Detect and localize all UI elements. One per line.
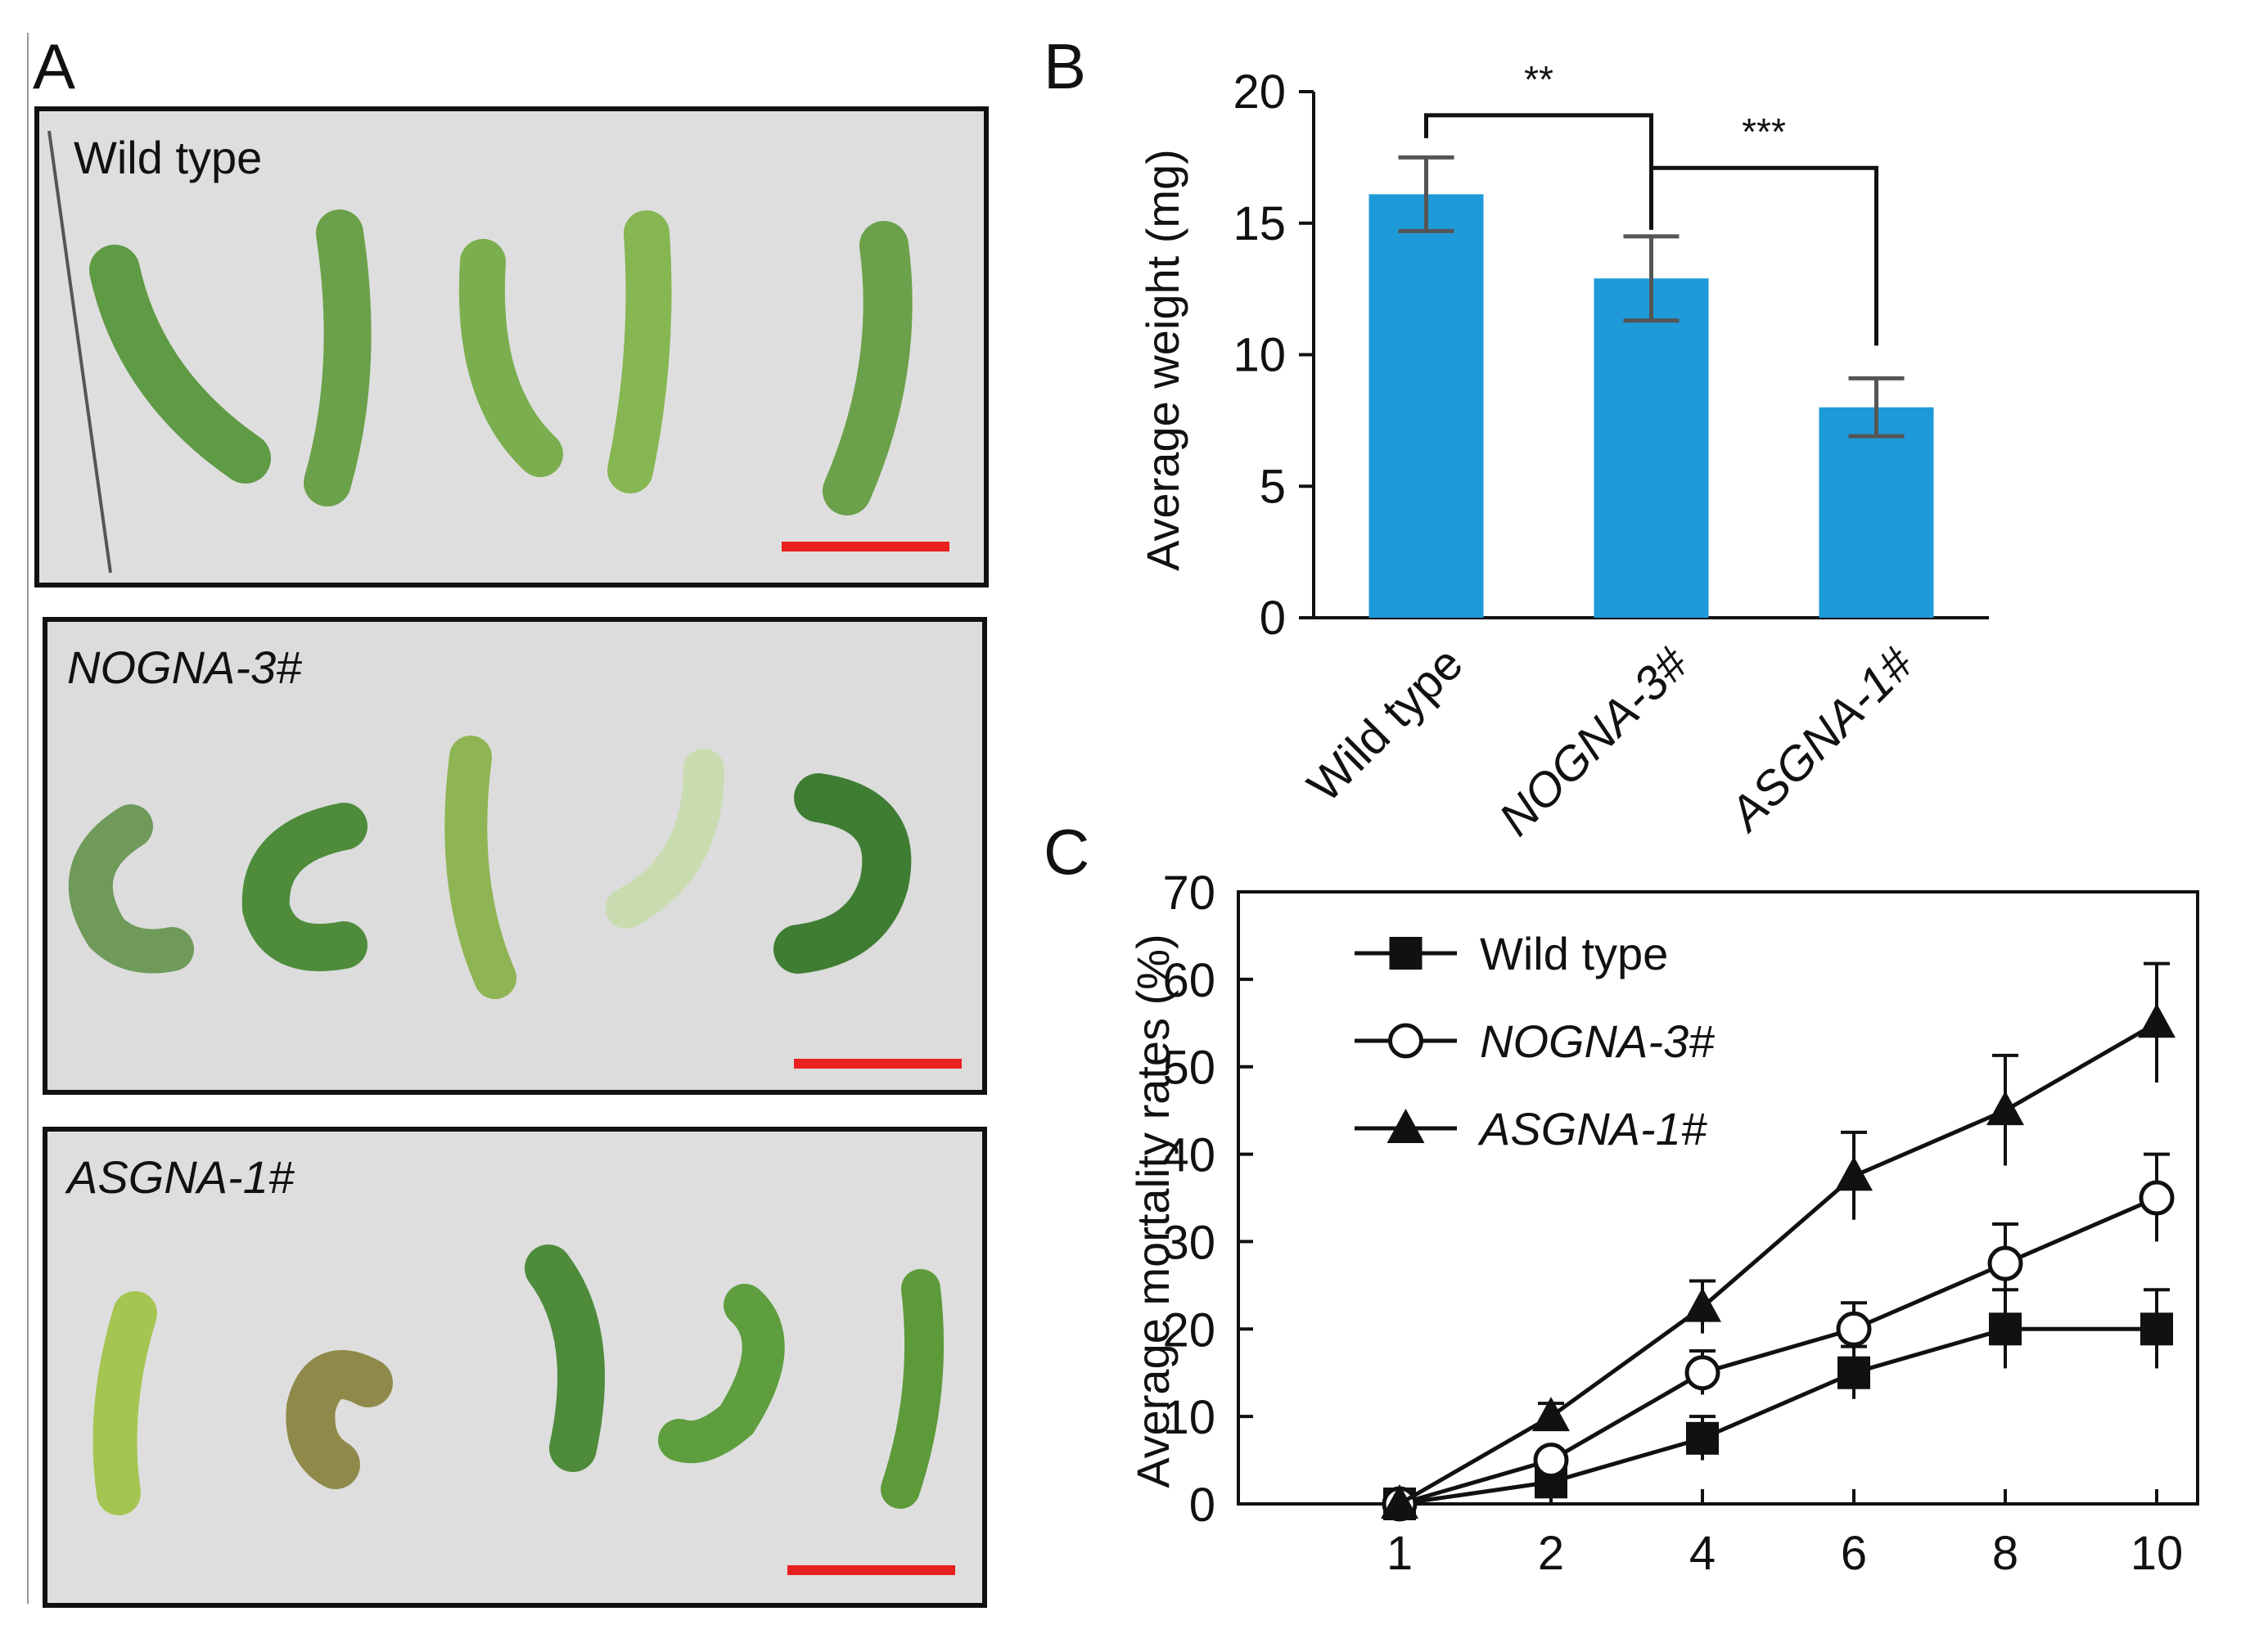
photo-label-nogna-3: NOGNA-3# <box>67 641 302 693</box>
marker-square <box>1989 1312 2022 1346</box>
marker-circle <box>2139 1180 2175 1216</box>
significance-label: *** <box>1742 110 1786 153</box>
x-category-label: ASGNA-1# <box>1718 637 1923 842</box>
series-square <box>1383 1288 2173 1520</box>
photo-label-asgna-1: ASGNA-1# <box>65 1151 295 1203</box>
plot-frame <box>1237 890 2199 1506</box>
y-tick-label: 60 <box>1162 954 1215 1007</box>
bar <box>1368 194 1484 618</box>
marker-triangle <box>1387 1109 1425 1143</box>
photo-asgna-1: ASGNA-1# <box>43 1127 987 1608</box>
x-category-label: Wild type <box>1297 637 1473 812</box>
marker-triangle <box>1684 1287 1721 1322</box>
y-axis-title: Average mortality rates (%) <box>1127 934 1179 1488</box>
panel-letter-b: B <box>1044 30 1086 102</box>
x-tick-label: 8 <box>1992 1527 2018 1580</box>
larva-group-3 <box>92 1245 945 1515</box>
x-tick-label: 4 <box>1689 1527 1716 1580</box>
y-tick-label: 40 <box>1162 1129 1215 1182</box>
y-tick-label: 10 <box>1162 1391 1215 1444</box>
photo-label-wild-type: Wild type <box>74 132 262 183</box>
legend-label: Wild type <box>1480 928 1668 979</box>
marker-triangle <box>1532 1397 1570 1432</box>
photo-nogna-3: NOGNA-3# <box>43 617 987 1095</box>
legend-label: NOGNA-3# <box>1480 1015 1715 1067</box>
marker-triangle <box>2138 1003 2176 1038</box>
series-triangle <box>1381 961 2176 1519</box>
panel-letter-a: A <box>33 30 75 102</box>
marker-square <box>2140 1312 2173 1346</box>
marker-square <box>1686 1421 1719 1455</box>
y-tick-label: 0 <box>1189 1479 1215 1532</box>
x-tick-label: 10 <box>2130 1527 2184 1580</box>
y-tick-label: 20 <box>1233 65 1286 119</box>
marker-triangle <box>1986 1091 2024 1126</box>
marker-circle <box>1836 1311 1872 1347</box>
marker-circle <box>1684 1355 1720 1391</box>
series-circle <box>1382 1152 2175 1522</box>
bar <box>1819 407 1934 618</box>
marker-circle <box>1987 1245 2023 1281</box>
y-tick-label: 70 <box>1162 867 1215 920</box>
series-line <box>1398 1021 2158 1506</box>
y-tick-label: 10 <box>1233 329 1286 382</box>
y-tick-label: 30 <box>1162 1216 1215 1269</box>
series-line <box>1399 1326 2157 1506</box>
larva-group-1 <box>89 209 913 515</box>
legend: Wild type NOGNA-3# ASGNA-1# <box>1355 928 1715 1155</box>
panel-letter-c: C <box>1044 816 1089 888</box>
marker-square <box>1837 1356 1870 1389</box>
x-tick-label: 1 <box>1387 1527 1413 1580</box>
x-category-label: NOGNA-3# <box>1489 637 1698 846</box>
y-tick-label: 20 <box>1162 1303 1215 1357</box>
bar <box>1594 278 1709 618</box>
x-tick-label: 6 <box>1841 1527 1867 1580</box>
marker-triangle <box>1381 1484 1418 1519</box>
series-line <box>1399 1195 2158 1506</box>
marker-square <box>1389 937 1423 970</box>
legend-label: ASGNA-1# <box>1477 1103 1707 1155</box>
y-tick-label: 0 <box>1260 592 1286 645</box>
marker-circle <box>1533 1443 1569 1479</box>
y-axis-title: Average weight (mg) <box>1137 149 1188 571</box>
significance-bracket <box>1649 165 1878 346</box>
line-chart-mortality: 0 10 20 30 40 50 60 70 1 2 4 6 8 10 Wild type NOGNA-3# A… <box>1127 867 2199 1580</box>
larva-group-2 <box>68 736 912 999</box>
x-tick-label: 2 <box>1538 1527 1564 1580</box>
significance-label: ** <box>1524 58 1553 101</box>
y-tick-label: 5 <box>1260 460 1286 513</box>
marker-circle <box>1388 1023 1423 1059</box>
y-tick-label: 15 <box>1233 197 1286 250</box>
photo-wild-type: Wild type <box>34 106 989 587</box>
marker-triangle <box>1835 1156 1873 1191</box>
y-tick-label: 50 <box>1162 1042 1215 1095</box>
